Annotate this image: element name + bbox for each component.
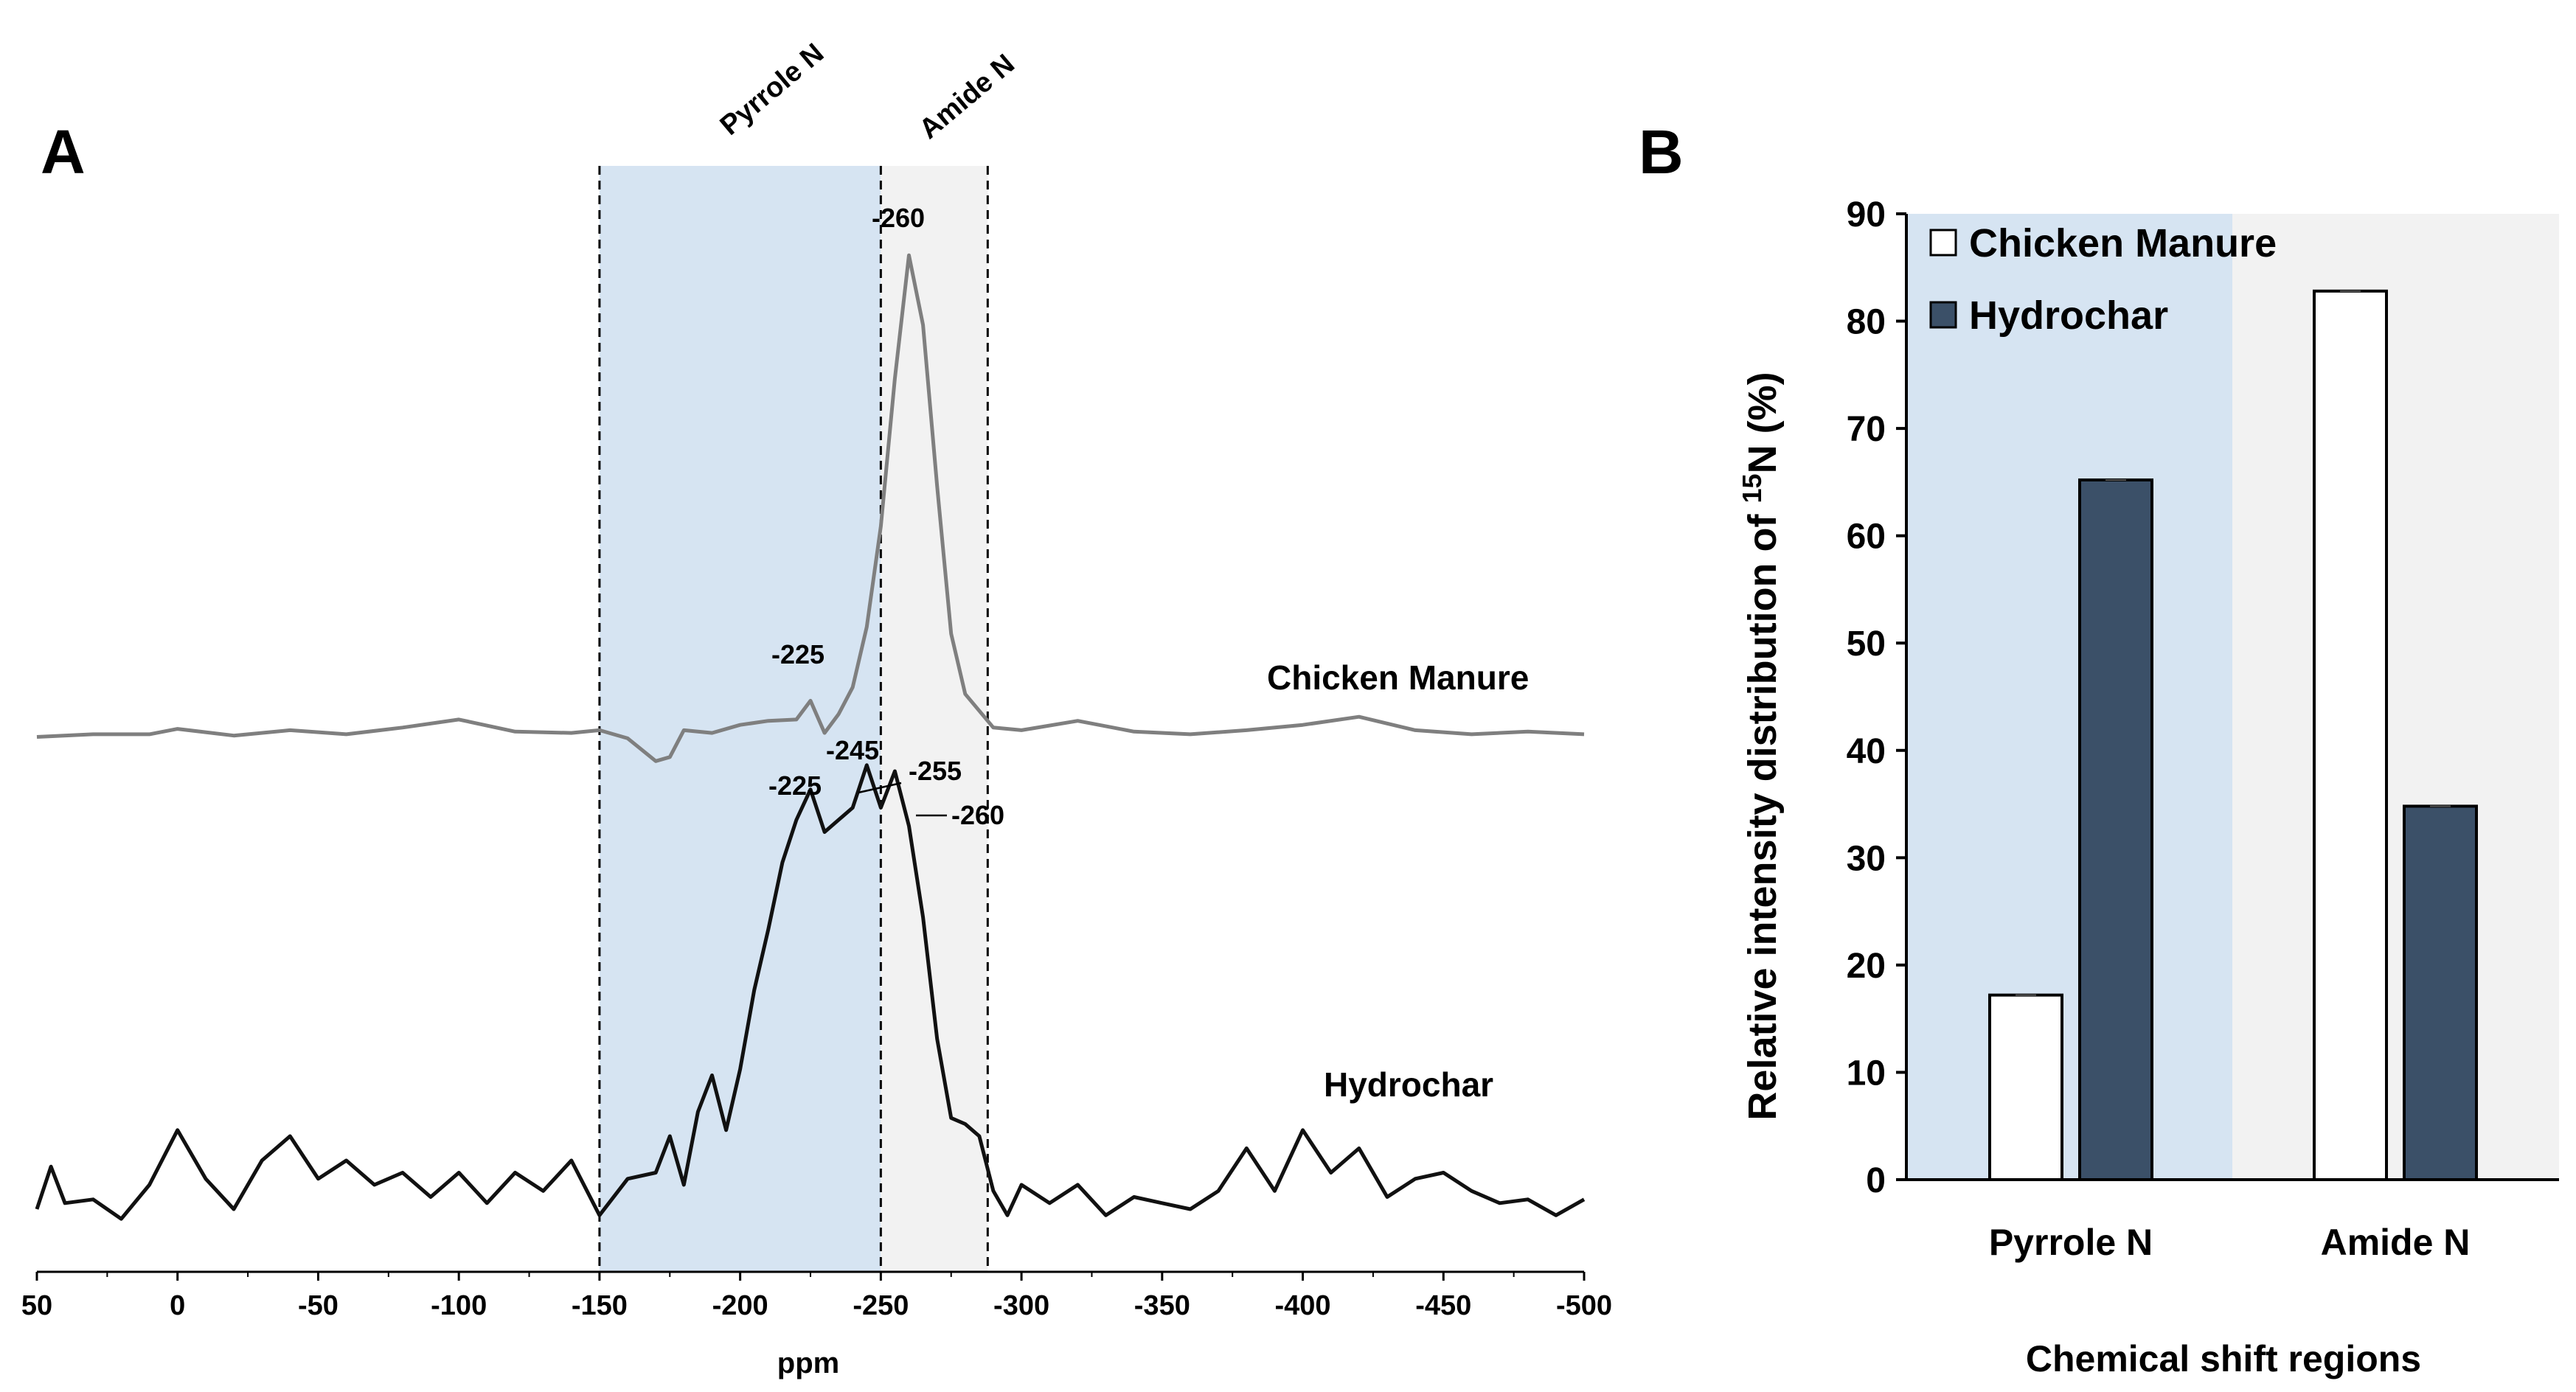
y-axis-title-superscript: 15 (1737, 473, 1767, 503)
y-tick-label-b: 30 (1847, 839, 1886, 878)
plot-background-pyrrole (1906, 214, 2232, 1180)
x-axis-title-b: Chemical shift regions (2026, 1338, 2421, 1379)
x-tick-label-a: -250 (853, 1290, 909, 1321)
series-line-hydrochar (35, 763, 1586, 1221)
y-axis-title-b: Relative intensity distribution of 15N (… (1737, 372, 1785, 1120)
x-tick-label-a: -300 (993, 1290, 1049, 1321)
y-axis-title-end: N (%) (1740, 372, 1785, 473)
legend-label-hydrochar: Hydrochar (1969, 293, 2168, 338)
x-tick-label-a: -150 (572, 1290, 628, 1321)
peak-label-hc-260: -260 (951, 800, 1004, 830)
y-tick-label-b: 0 (1866, 1161, 1886, 1200)
region-label-pyrrole: Pyrrole N (715, 38, 830, 142)
amide-region-band (881, 166, 988, 1272)
leader-line-hc-255 (858, 782, 902, 794)
peak-label-hc-225: -225 (768, 770, 822, 801)
plot-background-amide (2232, 214, 2559, 1180)
panel-b: B 0 10 20 30 40 50 60 70 80 90 Pyrrole N Amide N Ch… (1639, 117, 2559, 1379)
panel-a: A Pyrrole N Amide N Chicken Manure Hydro… (21, 38, 1612, 1379)
y-tick-label-b: 40 (1847, 732, 1886, 771)
peak-label-hc-245: -245 (826, 735, 879, 765)
legend-swatch-hydrochar (1929, 301, 1957, 329)
legend-swatch-chicken-manure (1929, 229, 1957, 257)
peak-label-hc-255: -255 (909, 756, 962, 786)
region-label-amide: Amide N (914, 49, 1021, 145)
bar-hydrochar-amide-n (2403, 804, 2478, 1181)
x-axis-title-a: ppm (777, 1347, 839, 1379)
series-line-chicken-manure (36, 253, 1585, 763)
x-tick-label-a: -450 (1415, 1290, 1471, 1321)
legend-label-chicken-manure: Chicken Manure (1969, 221, 2277, 265)
pyrrole-region-band (599, 166, 881, 1272)
x-category-label-b: Pyrrole N (1989, 1222, 2153, 1263)
peak-label-cm-260: -260 (872, 203, 925, 233)
x-tick-label-a: -500 (1556, 1290, 1612, 1321)
y-axis-title-main: Relative intensity distribution of (1740, 503, 1785, 1120)
x-category-label-b: Amide N (2321, 1222, 2471, 1263)
bar-hydrochar-pyrrole-n (2078, 478, 2153, 1181)
axes-b: 0 10 20 30 40 50 60 70 80 90 Pyrrole N Amide N (1847, 195, 2559, 1263)
bar-group (1988, 289, 2478, 1181)
x-tick-label-a: -50 (298, 1290, 339, 1321)
bar-chicken-manure-pyrrole-n (1988, 993, 2063, 1181)
y-tick-label-b: 20 (1847, 947, 1886, 986)
y-tick-label-b: 80 (1847, 303, 1886, 342)
x-tick-label-a: 0 (170, 1290, 185, 1321)
x-tick-label-a: -200 (712, 1290, 768, 1321)
y-tick-label-b: 50 (1847, 624, 1886, 664)
peak-label-cm-225: -225 (771, 639, 824, 669)
panel-a-letter: A (41, 117, 86, 187)
x-tick-label-a: -100 (431, 1290, 487, 1321)
trace-label-hydrochar: Hydrochar (1324, 1065, 1493, 1104)
x-axis-a: 50 0 -50 -100 -150 -200 -250 -300 -350 -400 -450 -5… (21, 1270, 1612, 1321)
y-tick-label-b: 90 (1847, 195, 1886, 234)
y-tick-label-b: 60 (1847, 518, 1886, 557)
trace-label-chicken-manure: Chicken Manure (1267, 658, 1529, 697)
bar-chicken-manure-amide-n (2313, 289, 2388, 1181)
y-tick-label-b: 10 (1847, 1054, 1886, 1093)
x-tick-label-a: -350 (1134, 1290, 1190, 1321)
panel-b-letter: B (1639, 117, 1684, 187)
x-tick-label-a: 50 (21, 1290, 52, 1321)
y-tick-label-b: 70 (1847, 410, 1886, 449)
x-tick-label-a: -400 (1275, 1290, 1331, 1321)
